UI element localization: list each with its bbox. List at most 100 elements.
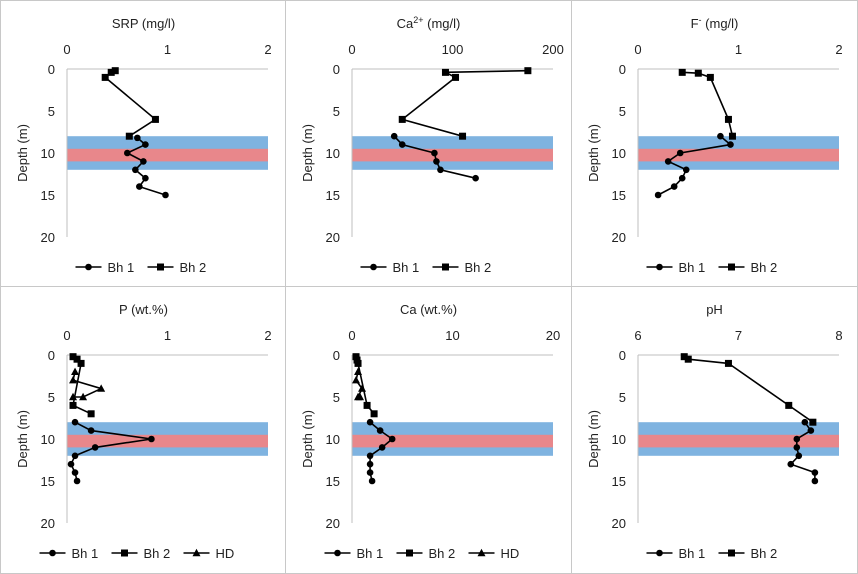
y-tick-label: 10 [326,146,340,161]
chart-title: F- (mg/l) [691,15,739,31]
data-point-bh-2 [728,132,736,140]
legend-item-hd: HD [468,546,519,561]
data-point-bh-2 [684,355,692,363]
legend-item-bh-1: Bh 1 [646,546,705,561]
zone-band-inner [638,434,839,448]
data-point-bh-1 [366,460,374,468]
y-tick-label: 10 [612,146,626,161]
data-point-bh-1 [717,132,724,140]
data-point-bh-1 [366,452,374,460]
data-point-bh-1 [431,149,438,157]
legend-marker [406,549,413,557]
y-tick-label: 15 [612,474,626,489]
data-point-bh-1 [142,141,149,148]
data-point-bh-2 [459,132,467,140]
data-point-bh-1 [142,174,149,182]
legend-label: Bh 1 [357,546,384,561]
data-point-bh-1 [366,469,374,476]
data-point-bh-2 [785,401,793,409]
legend-item-bh-2: Bh 2 [147,260,207,275]
data-point-bh-1 [366,418,374,426]
y-tick-label: 15 [326,474,340,489]
series-line-bh-2 [682,71,734,137]
y-axis-label: Depth (m) [15,124,30,182]
x-tick-label: 2 [264,42,271,57]
panel-ph: pH 6 7 8 0 5 10 15 20 Depth (m) Bh 1 Bh 2 [571,286,858,574]
y-tick-label: 15 [41,188,55,203]
data-point-hd [358,384,367,392]
data-point-bh-2 [524,67,532,75]
data-point-bh-1 [811,469,819,476]
zone-band-inner [352,148,553,162]
data-point-bh-1 [91,444,99,451]
legend-item-hd: HD [183,546,234,561]
chart-svg: pH 6 7 8 0 5 10 15 20 Depth (m) Bh 1 Bh 2 [586,302,843,561]
legend-label: Bh 1 [679,260,706,275]
x-tick-label: 0 [63,328,70,343]
legend-item-bh-1: Bh 1 [39,546,98,561]
y-tick-label: 5 [333,104,340,119]
data-point-hd [97,384,106,392]
legend-marker [192,548,201,557]
data-point-bh-2 [69,353,77,361]
y-tick-label: 15 [612,188,626,203]
x-tick-label: 20 [546,328,560,343]
data-point-bh-1 [793,435,801,443]
y-axis-label: Depth (m) [15,410,30,468]
y-tick-label: 20 [612,230,626,245]
data-point-bh-1 [682,166,690,174]
data-point-bh-1 [124,149,131,157]
data-point-bh-1 [437,166,444,174]
data-point-bh-1 [376,427,384,434]
chart-svg: Ca2+ (mg/l) 0 100 200 0 5 10 15 20 Depth (m) Bh 1 B… [300,15,564,275]
legend-marker [442,263,449,271]
data-point-bh-1 [73,477,81,485]
legend-label: Bh 2 [180,260,207,275]
panel-srp: SRP (mg/l) 0 1 2 0 5 10 15 20 Depth (m) Bh 1 Bh 2 [0,0,287,287]
y-tick-label: 15 [41,474,55,489]
legend-marker [49,549,56,557]
zone-band-inner [352,434,553,448]
data-point-bh-1 [388,435,396,443]
data-point-bh-2 [370,410,378,418]
data-point-hd [352,376,361,384]
x-tick-label: 1 [164,42,171,57]
x-tick-label: 0 [348,328,355,343]
data-point-bh-1 [793,444,801,451]
x-tick-label: 10 [445,328,459,343]
panel-calcium-solid: Ca (wt.%) 0 10 20 0 5 10 15 20 Depth (m) Bh 1 Bh 2 H… [285,286,572,574]
legend-item-bh-2: Bh 2 [111,546,171,561]
legend-item-bh-1: Bh 1 [360,260,419,275]
y-tick-label: 0 [619,62,626,77]
data-point-hd [71,367,80,375]
data-point-hd [69,392,78,401]
y-tick-label: 20 [326,230,340,245]
data-point-bh-1 [87,427,95,434]
data-point-bh-1 [67,460,75,468]
series-hd [69,367,106,401]
x-tick-label: 100 [442,42,464,57]
data-point-bh-1 [654,191,662,199]
legend-marker [334,549,341,557]
legend-label: Bh 2 [144,546,171,561]
y-tick-label: 10 [41,146,55,161]
data-point-bh-2 [678,68,686,76]
y-axis-label: Depth (m) [586,410,601,468]
x-tick-label: 2 [264,328,271,343]
y-tick-label: 0 [333,62,340,77]
chart-svg: Ca (wt.%) 0 10 20 0 5 10 15 20 Depth (m) Bh 1 Bh 2 H… [300,302,560,561]
series-bh-1 [390,132,479,182]
data-point-bh-1 [676,149,684,157]
data-point-bh-2 [354,359,362,367]
y-tick-label: 0 [333,348,340,363]
data-point-hd [356,392,365,401]
x-tick-label: 1 [164,328,171,343]
data-point-bh-2 [694,69,702,77]
series-bh-2 [101,67,159,140]
legend-label: Bh 2 [465,260,492,275]
data-point-bh-1 [71,469,79,476]
y-tick-label: 10 [326,432,340,447]
data-point-bh-1 [727,141,734,148]
